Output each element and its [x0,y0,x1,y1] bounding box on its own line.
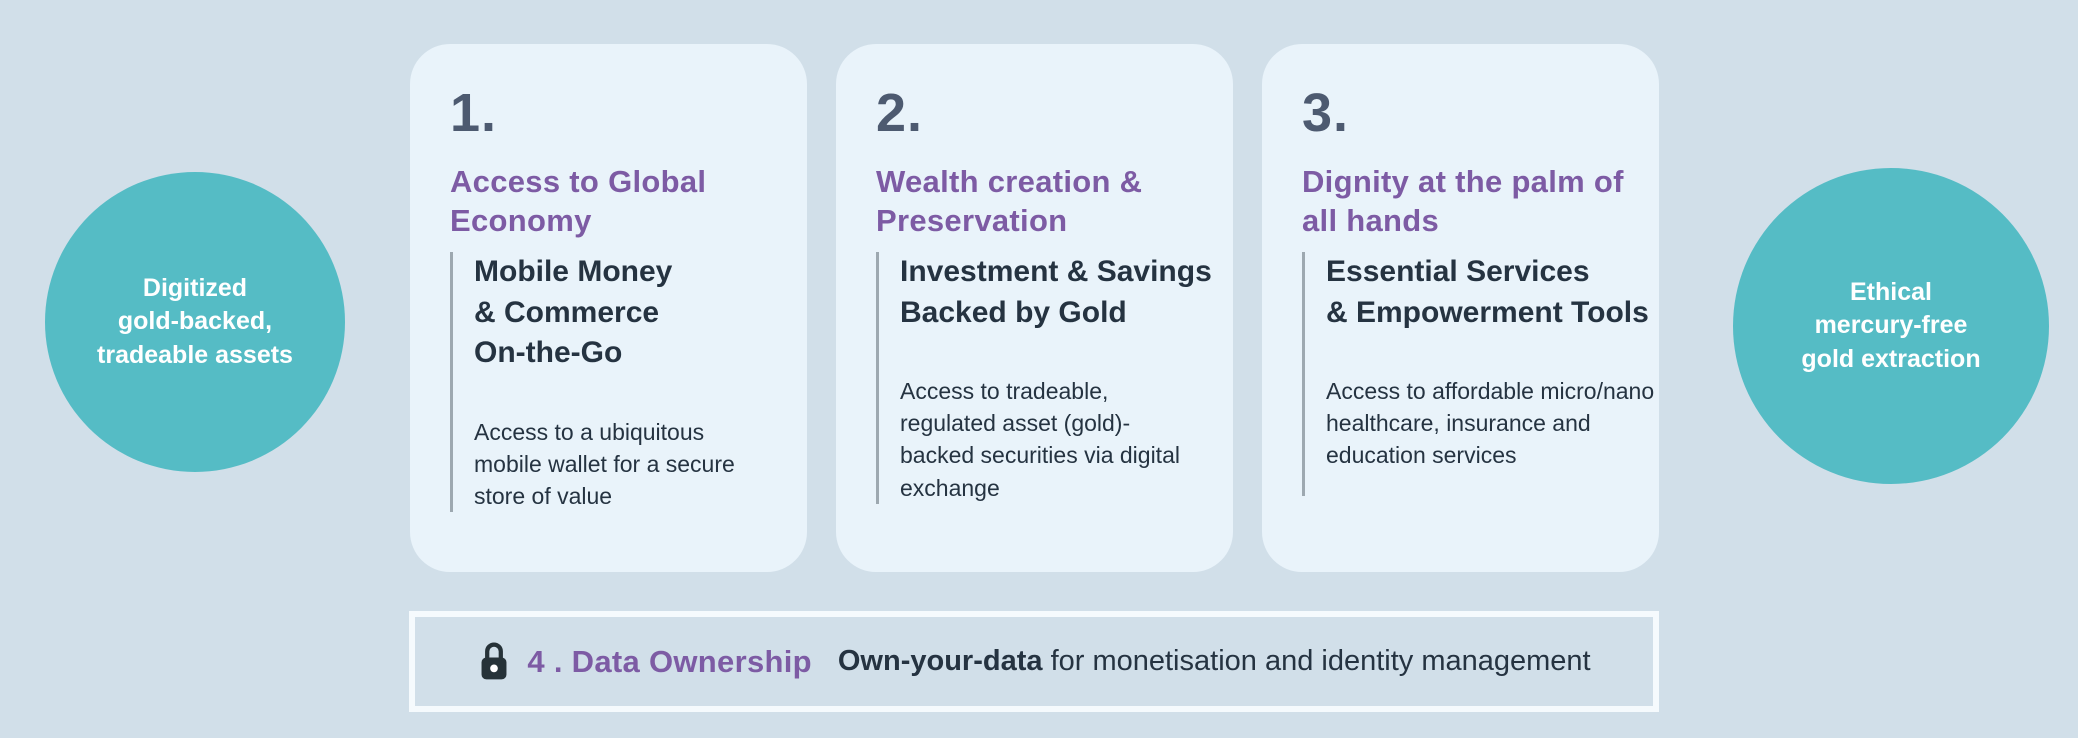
card-body: Access to a ubiquitous mobile wallet for… [474,418,735,509]
card-number: 3. [1302,83,1350,143]
description-text: for monetisation and identity management [1050,645,1591,677]
card-content: Essential Services & Empowerment Tools A… [1302,252,1655,497]
left-circle: Digitized gold-backed, tradeable assets [45,172,345,472]
cards-row: 1. Access to Global Economy Mobile Money… [410,44,1659,572]
card-heading: Wealth creation & Preservation [876,164,1143,239]
card-body: Access to tradeable, regulated asset (go… [900,378,1180,501]
left-circle-label: Digitized gold-backed, tradeable assets [97,273,293,369]
card-title: Mobile Money & Commerce On-the-Go [474,255,673,370]
lock-icon [477,639,511,683]
right-circle: Ethical mercury-free gold extraction [1733,168,2049,484]
card-dignity: 3. Dignity at the palm of all hands Esse… [1262,44,1659,572]
card-title: Investment & Savings Backed by Gold [900,255,1212,329]
card-content: Mobile Money & Commerce On-the-Go Access… [450,252,789,513]
card-title: Essential Services & Empowerment Tools [1326,255,1649,329]
own-your-data-text: Own-your-data [837,645,1043,677]
data-ownership-bar: 4 . Data Ownership Own-your-data for mon… [409,611,1659,712]
card-heading: Access to Global Economy [450,164,707,239]
card-heading: Dignity at the palm of all hands [1302,164,1624,239]
card-number: 1. [450,83,498,143]
card-body: Access to affordable micro/nano healthca… [1326,378,1655,469]
data-ownership-label: 4 . Data Ownership [527,643,812,679]
right-circle-label: Ethical mercury-free gold extraction [1801,277,1981,373]
card-number: 2. [876,83,924,143]
card-content: Investment & Savings Backed by Gold Acce… [876,252,1215,504]
data-ownership-description: Own-your-data for monetisation and ident… [838,645,1591,678]
card-access-global-economy: 1. Access to Global Economy Mobile Money… [410,44,807,572]
card-wealth-creation: 2. Wealth creation & Preservation Invest… [836,44,1233,572]
